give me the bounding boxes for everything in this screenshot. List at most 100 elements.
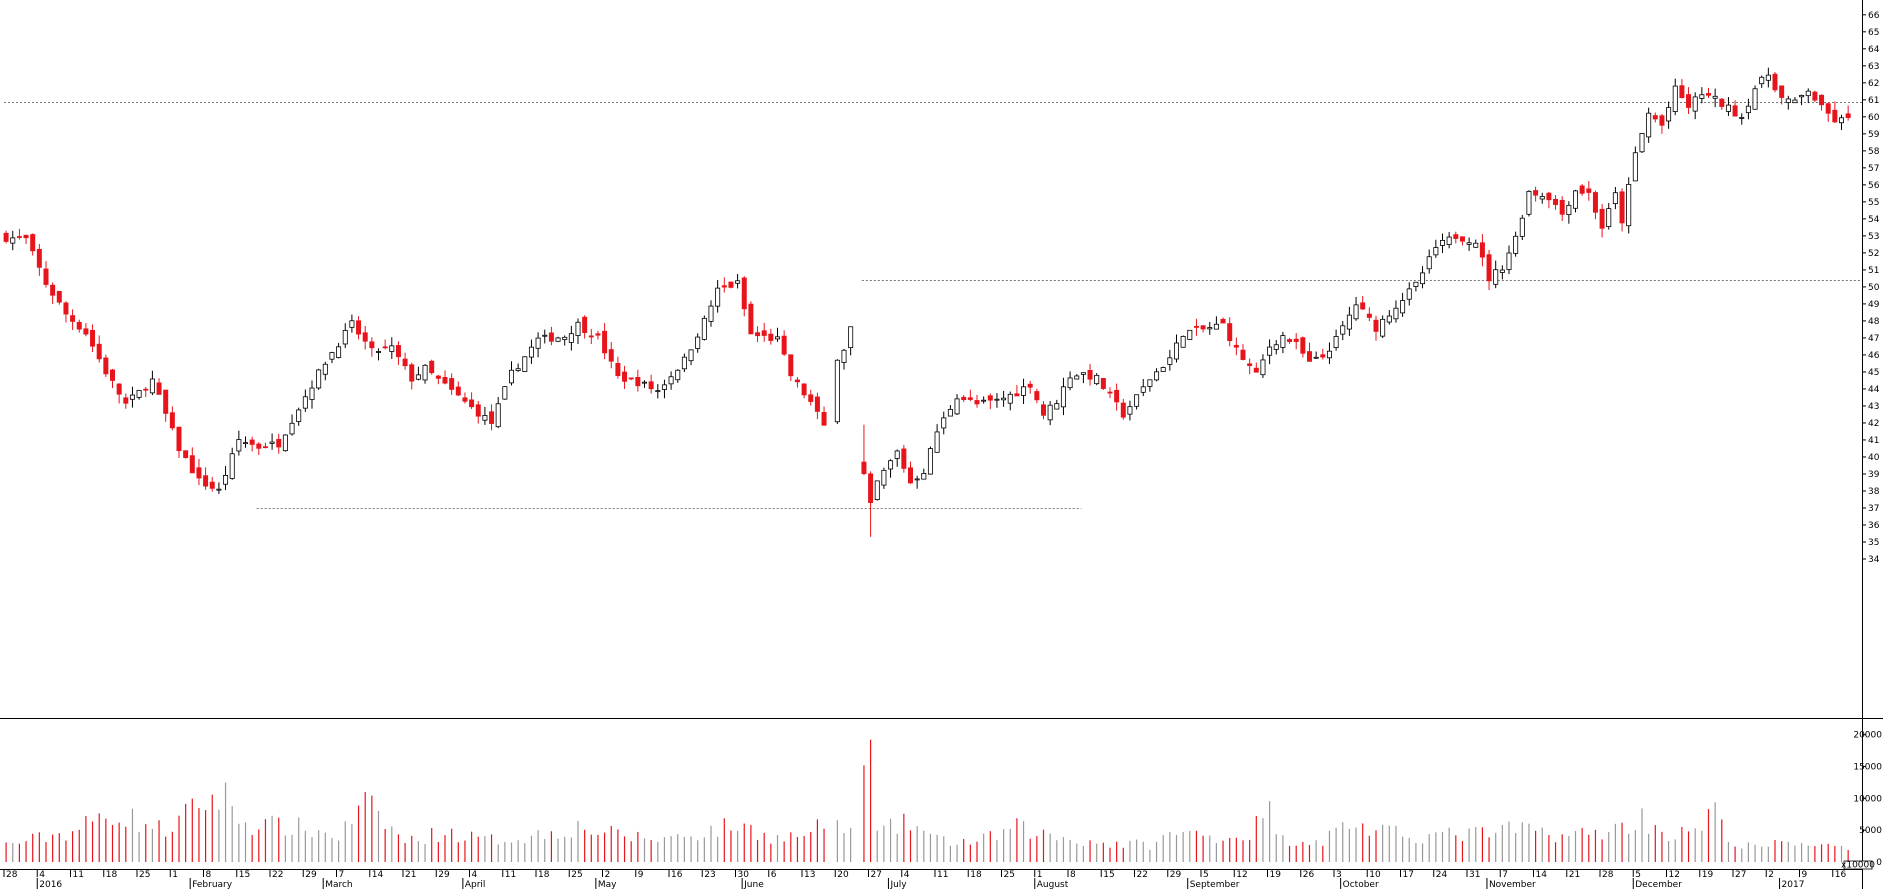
- candle-body: [814, 396, 820, 412]
- candle-body: [1739, 117, 1745, 119]
- candle-body: [908, 467, 914, 484]
- candle-body: [116, 383, 122, 395]
- candle-body: [449, 378, 455, 390]
- candle-body: [256, 443, 262, 449]
- candle-body: [50, 284, 56, 296]
- month-tick-label: February: [192, 880, 233, 889]
- day-tick-label: 4: [39, 870, 45, 880]
- candle-body: [894, 450, 900, 459]
- candle-body: [515, 368, 521, 371]
- candle-body: [123, 397, 129, 404]
- candle-body: [375, 351, 381, 353]
- volume-series: [5, 739, 1849, 862]
- day-tick-label: 2: [605, 870, 611, 880]
- candle-body: [1247, 363, 1253, 366]
- candle-body: [395, 345, 401, 358]
- candle-body: [356, 320, 362, 335]
- day-tick-label: 5: [1635, 870, 1641, 880]
- price-tick-label: 63: [1868, 62, 1879, 72]
- candle-body: [1413, 281, 1419, 287]
- candle-body: [941, 417, 947, 429]
- volume-tick-label: 10000: [1853, 794, 1882, 804]
- candle-body: [336, 346, 342, 358]
- price-tick-label: 54: [1868, 215, 1880, 225]
- volume-tick-label: 0: [1876, 858, 1882, 868]
- candle-body: [788, 354, 794, 377]
- candle-body: [1300, 337, 1306, 354]
- candle-body: [176, 426, 182, 452]
- candle-body: [775, 336, 781, 340]
- candle-body: [1426, 256, 1432, 270]
- candle-body: [1586, 188, 1592, 193]
- candle-body: [974, 400, 980, 405]
- candle-body: [741, 277, 747, 310]
- candle-body: [1479, 242, 1485, 258]
- candle-body: [735, 280, 741, 284]
- day-tick-label: 9: [1802, 870, 1808, 880]
- candle-body: [1612, 192, 1618, 205]
- day-tick-label: 18: [106, 870, 118, 880]
- candle-body: [748, 303, 754, 335]
- candle-body: [1240, 349, 1246, 360]
- price-panel: [3, 67, 1862, 537]
- candle-body: [1014, 393, 1020, 397]
- candle-body: [1692, 96, 1698, 112]
- price-tick-label: 52: [1868, 249, 1879, 259]
- day-tick-label: 19: [1270, 870, 1282, 880]
- candle-body: [562, 336, 568, 340]
- candle-body: [1745, 105, 1751, 114]
- candle-body: [1446, 236, 1452, 245]
- day-tick-label: 22: [272, 870, 283, 880]
- day-tick-label: 21: [1569, 870, 1580, 880]
- candle-body: [1187, 329, 1193, 340]
- candle-body: [242, 442, 248, 445]
- candle-body: [110, 369, 116, 381]
- candlestick-series: [3, 67, 1851, 537]
- day-tick-label: 27: [871, 870, 882, 880]
- candle-body: [927, 448, 933, 475]
- day-tick-label: 27: [1735, 870, 1746, 880]
- candle-body: [1792, 99, 1798, 104]
- day-tick-label: 19: [1702, 870, 1714, 880]
- candle-body: [1592, 192, 1598, 213]
- price-tick-label: 61: [1868, 96, 1879, 106]
- candle-body: [136, 389, 142, 398]
- day-tick-label: 29: [1170, 870, 1182, 880]
- day-tick-label: 28: [6, 870, 18, 880]
- candle-body: [1227, 323, 1233, 341]
- candle-body: [1087, 370, 1093, 380]
- candle-body: [1725, 104, 1731, 112]
- candle-body: [1220, 318, 1226, 324]
- candle-body: [183, 450, 189, 458]
- candle-body: [808, 394, 814, 402]
- day-tick-label: 23: [704, 870, 715, 880]
- candle-body: [302, 396, 308, 409]
- candle-body: [70, 315, 76, 322]
- candle-body: [961, 396, 967, 401]
- candle-body: [1420, 272, 1426, 285]
- candle-body: [1772, 73, 1778, 91]
- candle-body: [249, 439, 255, 445]
- candle-body: [522, 356, 528, 372]
- price-tick-label: 41: [1868, 436, 1879, 446]
- day-tick-label: 15: [1103, 870, 1114, 880]
- candle-body: [1659, 115, 1665, 126]
- price-tick-label: 47: [1868, 334, 1879, 344]
- candle-body: [648, 381, 654, 390]
- price-tick-label: 44: [1868, 385, 1880, 395]
- candle-body: [389, 345, 395, 352]
- candle-body: [655, 390, 661, 393]
- candle-body: [755, 332, 761, 337]
- candle-body: [1473, 242, 1479, 248]
- candle-body: [768, 333, 774, 341]
- candle-body: [1074, 375, 1080, 380]
- candle-body: [861, 461, 867, 475]
- candle-body: [568, 333, 574, 343]
- candle-body: [695, 336, 701, 349]
- candle-body: [369, 341, 375, 349]
- day-tick-label: 8: [206, 870, 212, 880]
- volume-tick-label: 15000: [1853, 763, 1882, 773]
- day-tick-label: 24: [1436, 870, 1448, 880]
- candle-body: [1253, 367, 1259, 373]
